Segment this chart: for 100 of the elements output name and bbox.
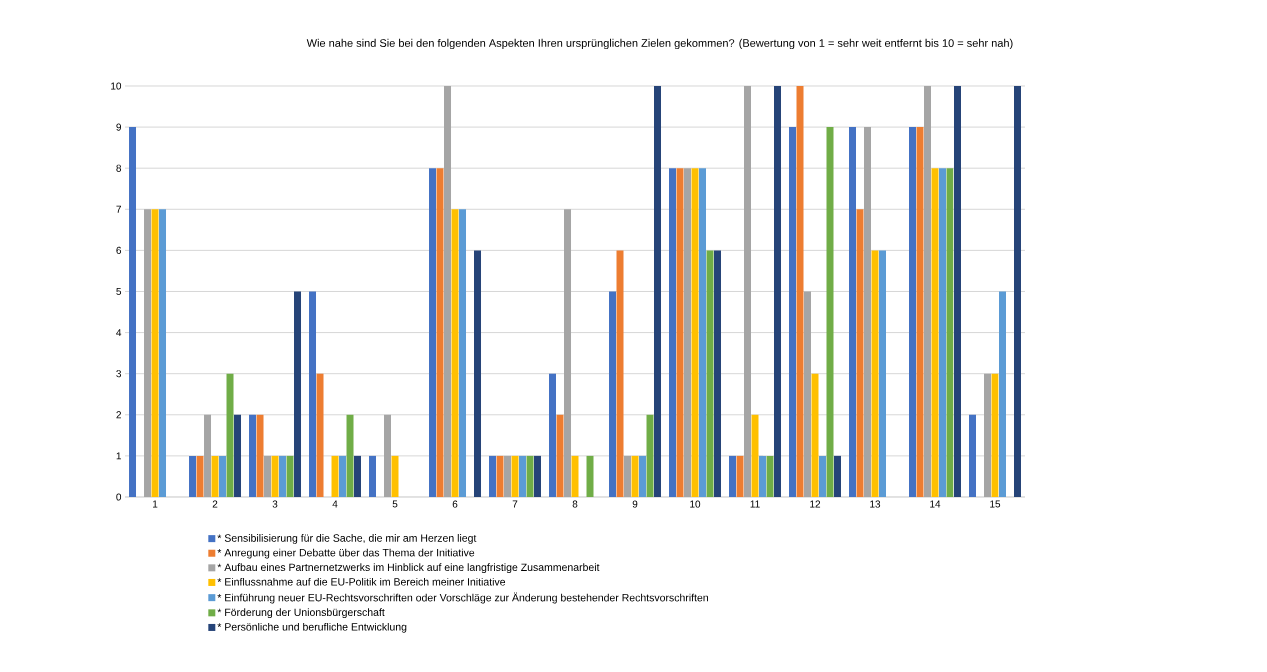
y-tick-label: 6 bbox=[116, 246, 122, 254]
y-tick-label: 3 bbox=[116, 370, 122, 378]
bar bbox=[616, 250, 624, 497]
x-tick-label: 13 bbox=[870, 500, 881, 508]
bar bbox=[489, 455, 497, 497]
bar bbox=[249, 414, 257, 497]
bar bbox=[864, 127, 871, 497]
bar bbox=[279, 455, 287, 497]
x-tick-label: 10 bbox=[690, 500, 701, 508]
bar bbox=[204, 414, 212, 497]
bar bbox=[736, 455, 744, 497]
bar bbox=[346, 414, 354, 497]
x-tick-label: 8 bbox=[572, 500, 578, 508]
bar bbox=[856, 209, 864, 497]
legend-label: * Förderung der Unionsbürgerschaft bbox=[217, 608, 385, 619]
bar bbox=[714, 250, 722, 497]
x-tick-label: 2 bbox=[212, 500, 218, 508]
x-tick-label: 4 bbox=[332, 500, 338, 508]
x-tick-label: 9 bbox=[632, 500, 638, 508]
bar bbox=[391, 455, 399, 497]
bar bbox=[826, 127, 834, 497]
y-tick-label: 9 bbox=[116, 123, 122, 131]
x-tick-label: 15 bbox=[990, 500, 1001, 508]
x-tick-label: 3 bbox=[272, 500, 278, 508]
chart-title: Wie nahe sind Sie bei den folgenden Aspekten Ihren ursprünglichen Zielen gekommen? (Bewertung von 1 = sehr weit entfernt bis 10 = sehr nah) bbox=[306, 38, 1013, 50]
bar bbox=[219, 455, 227, 497]
bar bbox=[909, 127, 916, 497]
bar bbox=[939, 168, 946, 497]
bar bbox=[436, 168, 444, 497]
bar bbox=[369, 455, 377, 497]
bar bbox=[706, 250, 714, 497]
legend-label: * Sensibilisierung für die Sache, die mir am Herzen liegt bbox=[217, 534, 477, 544]
bar bbox=[774, 85, 782, 497]
bar bbox=[631, 455, 639, 497]
bar bbox=[256, 414, 264, 497]
bar bbox=[571, 455, 579, 497]
bar bbox=[129, 127, 137, 497]
bar bbox=[759, 455, 767, 497]
bar bbox=[556, 414, 564, 497]
x-tick-label: 1 bbox=[153, 500, 158, 508]
bar bbox=[789, 127, 796, 497]
bar bbox=[729, 455, 737, 497]
y-tick-label: 7 bbox=[116, 205, 121, 213]
bar bbox=[331, 455, 339, 497]
bar bbox=[534, 455, 542, 497]
bar bbox=[429, 168, 437, 497]
legend-label: * Einführung neuer EU-Rechtsvorschriften oder Vorschläge zur Änderung bestehender Rechtsvorschriften bbox=[217, 592, 708, 604]
bar bbox=[511, 455, 519, 497]
bar bbox=[271, 455, 279, 497]
bar bbox=[459, 209, 467, 497]
bar bbox=[211, 455, 219, 497]
bar bbox=[639, 455, 647, 497]
bar bbox=[444, 85, 452, 497]
bar bbox=[691, 168, 699, 497]
bar bbox=[871, 250, 879, 497]
bar bbox=[451, 209, 459, 497]
bar bbox=[294, 291, 302, 497]
x-tick-label: 7 bbox=[512, 500, 518, 508]
bar bbox=[849, 127, 856, 497]
bar bbox=[744, 85, 751, 497]
bar bbox=[264, 455, 272, 497]
bar bbox=[526, 455, 534, 497]
bar bbox=[504, 455, 512, 497]
bar bbox=[811, 373, 819, 497]
bar bbox=[931, 168, 939, 497]
bar bbox=[144, 209, 152, 497]
bar bbox=[549, 373, 557, 497]
bar bbox=[699, 168, 707, 497]
bar bbox=[684, 168, 691, 497]
bar bbox=[751, 414, 759, 497]
bar bbox=[916, 127, 924, 497]
bar bbox=[384, 414, 392, 497]
x-tick-label: 11 bbox=[750, 500, 760, 508]
y-tick-label: 10 bbox=[111, 82, 122, 90]
bar bbox=[286, 455, 294, 497]
y-tick-label: 5 bbox=[116, 288, 122, 295]
legend-label: * Anregung einer Debatte über das Thema der Initiative bbox=[217, 548, 475, 559]
x-tick-label: 6 bbox=[452, 500, 458, 508]
y-tick-label: 2 bbox=[116, 411, 121, 419]
legend-label: * Persönliche und berufliche Entwicklung bbox=[217, 622, 407, 633]
bar bbox=[234, 414, 242, 497]
y-tick-label: 1 bbox=[116, 452, 121, 460]
bar bbox=[766, 455, 774, 497]
bar bbox=[609, 291, 617, 497]
bar bbox=[669, 168, 677, 497]
bar bbox=[316, 373, 324, 497]
y-tick-label: 8 bbox=[116, 164, 122, 172]
bar bbox=[879, 250, 887, 497]
bar bbox=[226, 373, 234, 497]
bar bbox=[189, 455, 197, 497]
bar bbox=[496, 455, 504, 497]
bar bbox=[159, 209, 167, 497]
bar bbox=[1014, 85, 1021, 497]
bar bbox=[654, 85, 662, 497]
bar bbox=[586, 455, 594, 497]
bar bbox=[646, 414, 654, 497]
bar bbox=[834, 455, 842, 497]
bar bbox=[676, 168, 684, 497]
bar bbox=[564, 209, 572, 497]
y-tick-label: 4 bbox=[116, 329, 122, 337]
